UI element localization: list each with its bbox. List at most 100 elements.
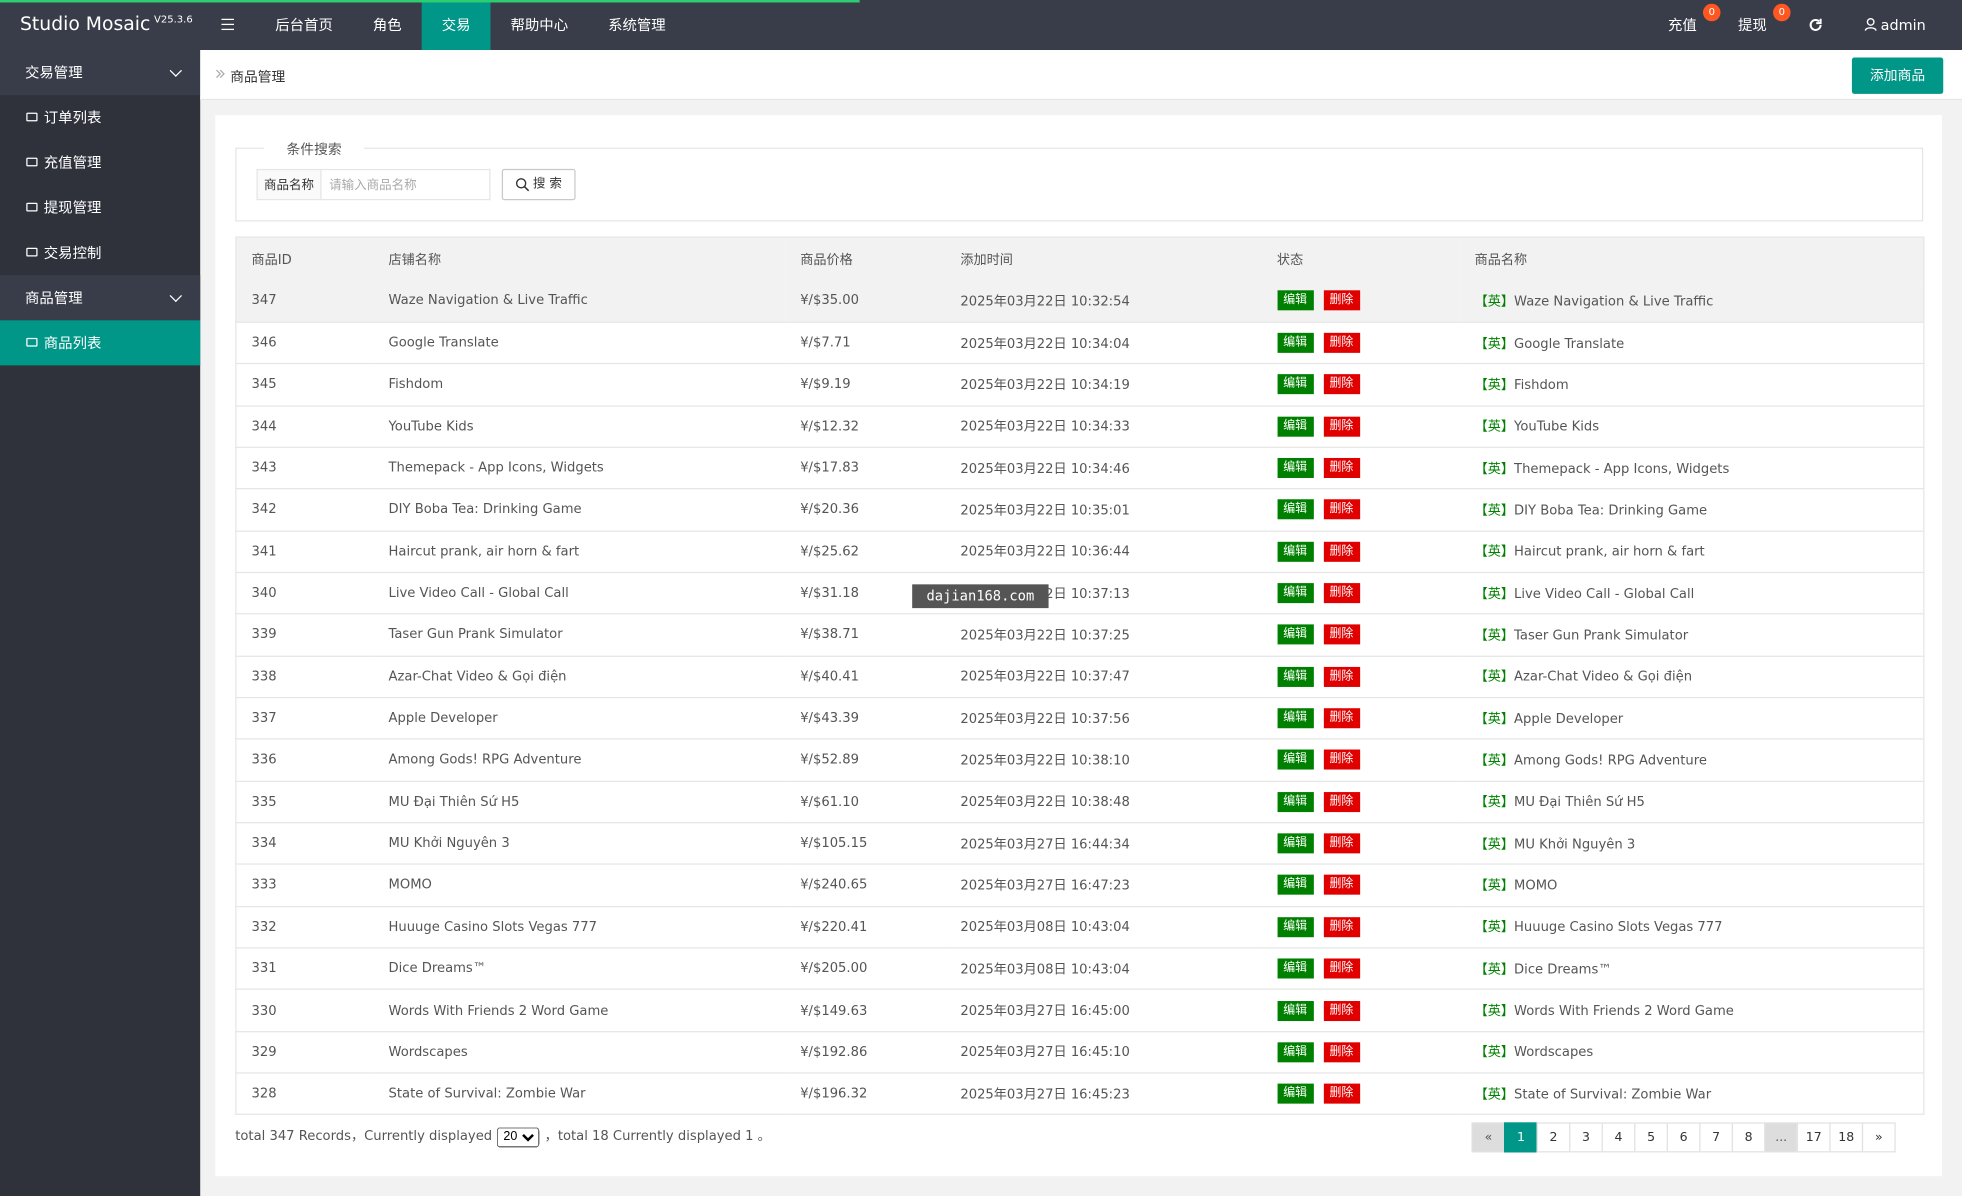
lang-tag: 【英】 — [1474, 836, 1515, 852]
progress-bar — [0, 0, 860, 3]
menu-toggle[interactable] — [221, 18, 234, 31]
delete-button[interactable]: 删除 — [1323, 833, 1360, 854]
actions: 编辑 删除 — [1261, 947, 1460, 991]
page-link[interactable]: 1 — [1504, 1122, 1538, 1153]
refresh-icon[interactable] — [1808, 18, 1823, 33]
edit-button[interactable]: 编辑 — [1276, 332, 1314, 353]
nav-item[interactable]: 角色 — [372, 16, 402, 34]
actions: 编辑 删除 — [1261, 864, 1460, 907]
edit-button[interactable]: 编辑 — [1276, 958, 1314, 979]
page-link[interactable]: 5 — [1634, 1122, 1668, 1153]
nav-item[interactable]: 帮助中心 — [510, 16, 569, 34]
edit-button[interactable]: 编辑 — [1276, 1042, 1314, 1063]
brand[interactable]: Studio Mosaic V25.3.6 — [20, 13, 193, 36]
delete-button[interactable]: 删除 — [1323, 875, 1360, 896]
delete-button[interactable]: 删除 — [1323, 624, 1360, 645]
delete-button[interactable]: 删除 — [1323, 499, 1360, 520]
edit-button[interactable]: 编辑 — [1276, 458, 1314, 479]
page-link[interactable]: 7 — [1699, 1122, 1734, 1153]
search-input[interactable]: 请输入商品名称 — [320, 168, 491, 201]
edit-button[interactable]: 编辑 — [1276, 624, 1314, 645]
product-name-cell: 【英】Themepack - App Icons, Widgets — [1459, 447, 1925, 490]
menu-item[interactable]: 充值管理 — [0, 140, 200, 185]
user-menu[interactable]: admin — [1864, 0, 1926, 50]
edit-button[interactable]: 编辑 — [1276, 833, 1314, 854]
delete-button[interactable]: 删除 — [1323, 791, 1360, 812]
edit-button[interactable]: 编辑 — [1276, 750, 1314, 771]
menu-group[interactable]: 商品管理 — [0, 275, 201, 321]
delete-button[interactable]: 删除 — [1323, 458, 1360, 479]
product-name: Words With Friends 2 Word Game — [1514, 1003, 1734, 1019]
edit-button[interactable]: 编辑 — [1276, 541, 1314, 562]
delete-button[interactable]: 删除 — [1323, 708, 1360, 729]
delete-button[interactable]: 删除 — [1323, 374, 1360, 395]
actions: 编辑 删除 — [1261, 989, 1460, 1032]
delete-button[interactable]: 删除 — [1323, 666, 1360, 687]
actions: 编辑 删除 — [1261, 655, 1460, 699]
breadcrumb[interactable]: 商品管理 — [230, 68, 286, 86]
withdraw[interactable]: 提现 0 — [1738, 0, 1791, 50]
edit-button[interactable]: 编辑 — [1276, 916, 1314, 937]
lang-tag: 【英】 — [1474, 920, 1515, 936]
add-button[interactable]: 添加商品 — [1851, 57, 1944, 94]
delete-button[interactable]: 删除 — [1323, 916, 1360, 937]
delete-button[interactable]: 删除 — [1323, 1042, 1360, 1063]
actions: 编辑 删除 — [1261, 1031, 1460, 1074]
added-time: 2025年03月22日 10:34:33 — [945, 405, 1262, 448]
added-time: 2025年03月22日 10:37:25 — [945, 614, 1262, 657]
page-link[interactable]: 3 — [1569, 1122, 1603, 1153]
product-name-cell: 【英】Taser Gun Prank Simulator — [1459, 614, 1925, 657]
delete-button[interactable]: 删除 — [1323, 332, 1360, 353]
product-id: 329 — [235, 1031, 374, 1074]
page-link[interactable]: 17 — [1796, 1122, 1831, 1153]
menu-item[interactable]: 交易控制 — [0, 230, 200, 275]
edit-button[interactable]: 编辑 — [1276, 1000, 1314, 1021]
product-id: 340 — [235, 572, 374, 615]
delete-button[interactable]: 删除 — [1323, 541, 1360, 562]
page-size[interactable]: 20 — [497, 1126, 540, 1147]
page-link[interactable]: « — [1471, 1122, 1506, 1153]
shop-name: Themepack - App Icons, Widgets — [373, 447, 786, 490]
edit-button[interactable]: 编辑 — [1276, 791, 1314, 812]
menu-group[interactable]: 交易管理 — [0, 50, 201, 96]
recharge[interactable]: 充值 0 — [1668, 0, 1721, 50]
page-link[interactable]: ... — [1764, 1122, 1799, 1153]
page-link[interactable]: 8 — [1731, 1122, 1766, 1153]
menu-item[interactable]: 提现管理 — [0, 185, 200, 230]
actions: 编辑 删除 — [1261, 280, 1460, 323]
delete-button[interactable]: 删除 — [1323, 416, 1360, 437]
delete-button[interactable]: 删除 — [1323, 583, 1360, 604]
edit-button[interactable]: 编辑 — [1276, 290, 1314, 311]
edit-button[interactable]: 编辑 — [1276, 499, 1314, 520]
edit-button[interactable]: 编辑 — [1276, 708, 1314, 729]
page-link[interactable]: 4 — [1601, 1122, 1636, 1153]
product-name: Apple Developer — [1514, 711, 1624, 727]
edit-button[interactable]: 编辑 — [1276, 416, 1314, 437]
page-link[interactable]: » — [1861, 1122, 1896, 1153]
menu-item[interactable]: 商品列表 — [0, 320, 201, 366]
delete-button[interactable]: 删除 — [1323, 958, 1360, 979]
edit-button[interactable]: 编辑 — [1276, 374, 1314, 395]
search-button[interactable]: 搜 索 — [501, 168, 576, 201]
delete-button[interactable]: 删除 — [1323, 750, 1360, 771]
edit-button[interactable]: 编辑 — [1276, 583, 1314, 604]
lang-tag: 【英】 — [1474, 544, 1515, 560]
delete-button[interactable]: 删除 — [1323, 1083, 1360, 1104]
search-label: 商品名称 — [256, 168, 322, 201]
edit-button[interactable]: 编辑 — [1276, 666, 1314, 687]
menu-item[interactable]: 订单列表 — [0, 95, 200, 140]
search-fieldset: 条件搜索 商品名称 请输入商品名称 搜 索 — [235, 138, 1924, 222]
page-link[interactable]: 6 — [1666, 1122, 1701, 1153]
nav-item[interactable]: 交易 — [421, 0, 491, 51]
delete-button[interactable]: 删除 — [1323, 290, 1360, 311]
page-link[interactable]: 2 — [1536, 1122, 1571, 1153]
nav-item[interactable]: 后台首页 — [275, 16, 333, 34]
product-id: 338 — [235, 655, 374, 699]
edit-button[interactable]: 编辑 — [1276, 875, 1314, 896]
delete-button[interactable]: 删除 — [1323, 1000, 1360, 1021]
edit-button[interactable]: 编辑 — [1276, 1083, 1314, 1104]
table-row: 343 Themepack - App Icons, Widgets ¥/$17.8… — [235, 447, 1925, 490]
page-link[interactable]: 18 — [1829, 1122, 1864, 1153]
nav-item[interactable]: 系统管理 — [608, 16, 666, 34]
